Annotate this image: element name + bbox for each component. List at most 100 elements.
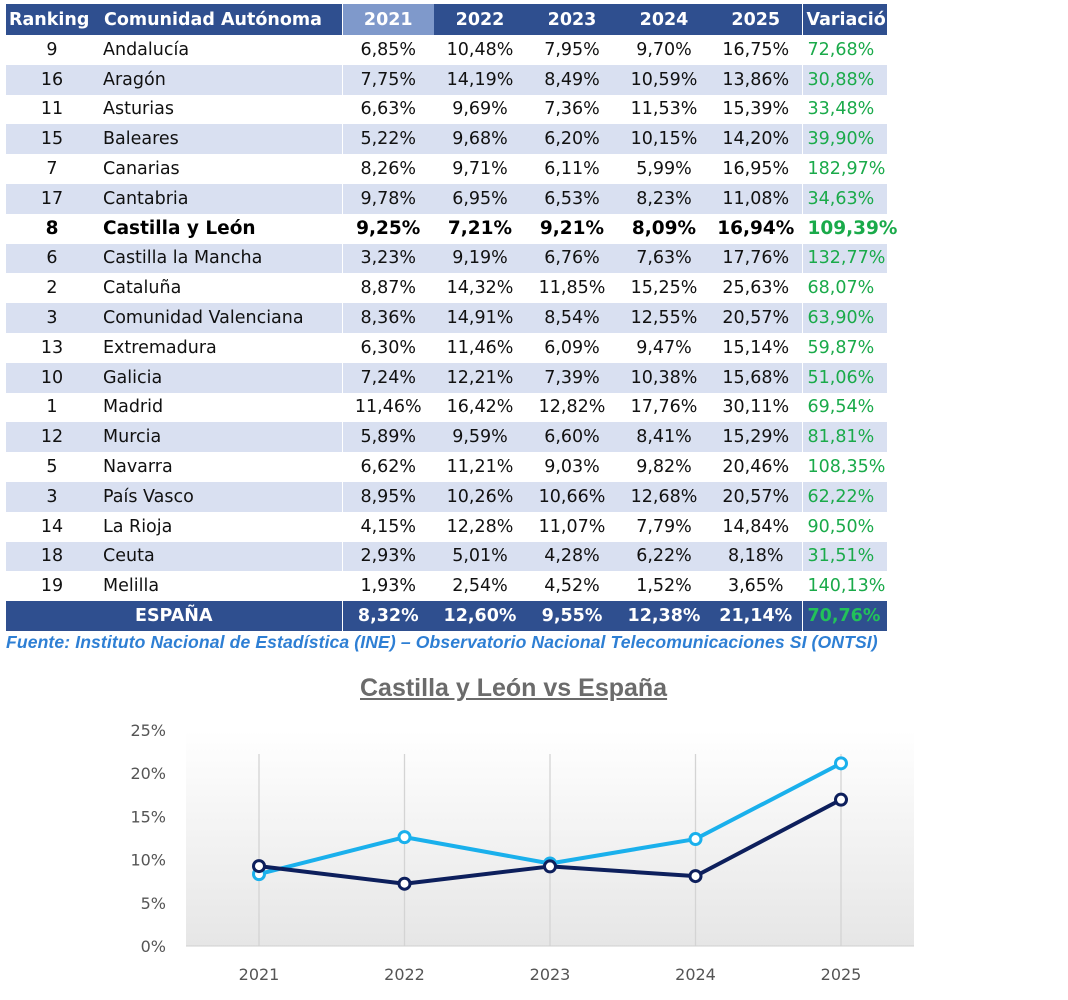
data-point-espana bbox=[834, 756, 848, 771]
cell-2025: 16,75% bbox=[722, 39, 790, 60]
cell-2025: 15,39% bbox=[722, 99, 790, 120]
cell-2024: 9,70% bbox=[636, 39, 692, 60]
cell-2024: 7,63% bbox=[618, 243, 710, 274]
header-2025: 2025 bbox=[710, 4, 802, 35]
cell-name: Aragón bbox=[98, 64, 342, 95]
cell-2025: 8,18% bbox=[710, 541, 802, 572]
table-row: 17 Cantabria 9,78% 6,95% 6,53% 8,23% 11,08% 34,… bbox=[6, 183, 887, 214]
cell-2022: 16,42% bbox=[446, 397, 514, 418]
cell-2022: 10,48% bbox=[446, 39, 514, 60]
cell-rank: 9 bbox=[46, 39, 58, 60]
cell-2022: 12,28% bbox=[446, 516, 514, 537]
cell-variacion: 90,50% bbox=[801, 511, 887, 542]
cell-2021: 8,36% bbox=[341, 303, 434, 333]
cell-rank: 7 bbox=[46, 159, 58, 180]
cell-2023: 4,28% bbox=[526, 541, 618, 572]
cell-2025: 14,20% bbox=[710, 124, 802, 155]
cell-variacion: 30,88% bbox=[801, 64, 887, 95]
table-row: 5 Navarra 6,62% 11,21% 9,03% 9,82% 20,46% 108,3… bbox=[6, 452, 887, 482]
cell-name: Navarra bbox=[103, 457, 173, 478]
cell-2025: 20,57% bbox=[710, 303, 802, 333]
cell-variacion: 31,51% bbox=[801, 541, 887, 572]
cell-2022: 5,01% bbox=[434, 541, 526, 572]
cell-rank: 16 bbox=[6, 64, 98, 95]
cell-rank: 1 bbox=[46, 397, 58, 418]
cell-2021: 9,25% bbox=[341, 213, 434, 244]
x-tick-label: 2023 bbox=[530, 965, 571, 984]
cell-name: Ceuta bbox=[98, 541, 342, 572]
cell-2024: 10,38% bbox=[618, 362, 710, 393]
y-tick-label: 10% bbox=[130, 851, 166, 870]
cell-2023: 8,49% bbox=[526, 64, 618, 95]
cell-2022: 7,21% bbox=[447, 218, 513, 240]
cell-2023: 6,60% bbox=[526, 422, 618, 453]
header-row: Ranking Comunidad Autónoma 2021 2022 202… bbox=[6, 4, 898, 35]
cell-name: Comunidad Valenciana bbox=[98, 303, 342, 333]
cell-2024: 15,25% bbox=[630, 278, 698, 299]
cell-2024: 5,99% bbox=[636, 159, 692, 180]
cell-2024: 9,82% bbox=[636, 457, 692, 478]
header-variacion: Variación bbox=[801, 4, 898, 35]
cell-name: Canarias bbox=[103, 159, 180, 180]
cell-variacion: 68,07% bbox=[801, 273, 887, 304]
cell-2025: 20,46% bbox=[722, 457, 790, 478]
cell-2021: 8,87% bbox=[341, 273, 434, 304]
cell-2025: 20,57% bbox=[710, 481, 802, 512]
cell-2024: 8,41% bbox=[618, 422, 710, 453]
cell-2024: 1,52% bbox=[636, 576, 692, 597]
cell-2021: 3,23% bbox=[341, 243, 434, 274]
cell-rank: 5 bbox=[46, 457, 58, 478]
cell-2021: 6,62% bbox=[341, 452, 434, 482]
cell-2025: 30,11% bbox=[722, 397, 790, 418]
cell-2024: 10,15% bbox=[618, 124, 710, 155]
x-tick-label: 2021 bbox=[239, 965, 280, 984]
cell-2021: 7,24% bbox=[341, 362, 434, 393]
cell-name: Castilla y León bbox=[103, 218, 256, 240]
cell-2025: 13,86% bbox=[710, 64, 802, 95]
cell-2023: 10,66% bbox=[526, 481, 618, 512]
cell-variacion: 72,68% bbox=[801, 35, 887, 65]
cell-2022: 11,21% bbox=[446, 457, 514, 478]
cell-2023: 7,95% bbox=[544, 39, 600, 60]
cell-rank: 8 bbox=[45, 218, 59, 240]
cell-2021: 8,26% bbox=[341, 154, 434, 184]
cell-2022: 14,32% bbox=[446, 278, 514, 299]
cell-2021: 5,22% bbox=[341, 124, 434, 155]
table-row: 2 Cataluña 8,87% 14,32% 11,85% 15,25% 25,63% 68… bbox=[6, 273, 887, 304]
header-2022: 2022 bbox=[434, 4, 526, 35]
cell-2025: 16,94% bbox=[717, 218, 795, 240]
cell-rank: 15 bbox=[6, 124, 98, 155]
data-point-castilla-y-leon bbox=[688, 869, 703, 884]
cell-2025: 16,95% bbox=[722, 159, 790, 180]
cell-2022: 9,71% bbox=[452, 159, 508, 180]
y-tick-label: 15% bbox=[130, 807, 166, 826]
cell-rank: 12 bbox=[6, 422, 98, 453]
cell-2023: 6,76% bbox=[526, 243, 618, 274]
cell-variacion: 34,63% bbox=[801, 183, 887, 214]
table-row: 7 Canarias 8,26% 9,71% 6,11% 5,99% 16,95% 182,9… bbox=[6, 154, 887, 184]
cell-variacion: 39,90% bbox=[801, 124, 887, 155]
cell-rank: 3 bbox=[6, 303, 98, 333]
data-point-castilla-y-leon bbox=[252, 859, 266, 874]
cell-variacion: 51,06% bbox=[801, 362, 887, 393]
cell-variacion: 182,97% bbox=[801, 154, 887, 184]
cell-2021: 2,93% bbox=[341, 541, 434, 572]
header-2024: 2024 bbox=[618, 4, 710, 35]
cell-2023: 11,07% bbox=[538, 516, 606, 537]
cell-rank: 19 bbox=[40, 576, 64, 597]
table-row: 8 Castilla y León 9,25% 7,21% 9,21% 8,09% 16,9… bbox=[6, 213, 897, 244]
cell-variacion: 81,81% bbox=[801, 422, 887, 453]
y-tick-label: 20% bbox=[130, 764, 166, 783]
x-tick-label: 2022 bbox=[384, 965, 425, 984]
total-2025: 21,14% bbox=[710, 601, 802, 632]
cell-rank: 13 bbox=[40, 337, 64, 358]
cell-2021: 6,63% bbox=[341, 94, 434, 125]
cell-name: Asturias bbox=[103, 99, 174, 120]
data-table: Ranking Comunidad Autónoma 2021 2022 202… bbox=[6, 4, 898, 632]
total-label: ESPAÑA bbox=[6, 601, 342, 632]
header-ranking: Ranking bbox=[6, 4, 98, 35]
cell-2022: 9,68% bbox=[434, 124, 526, 155]
cell-rank: 14 bbox=[40, 516, 64, 537]
cell-2021: 6,85% bbox=[341, 35, 434, 65]
cell-rank: 3 bbox=[6, 481, 98, 512]
